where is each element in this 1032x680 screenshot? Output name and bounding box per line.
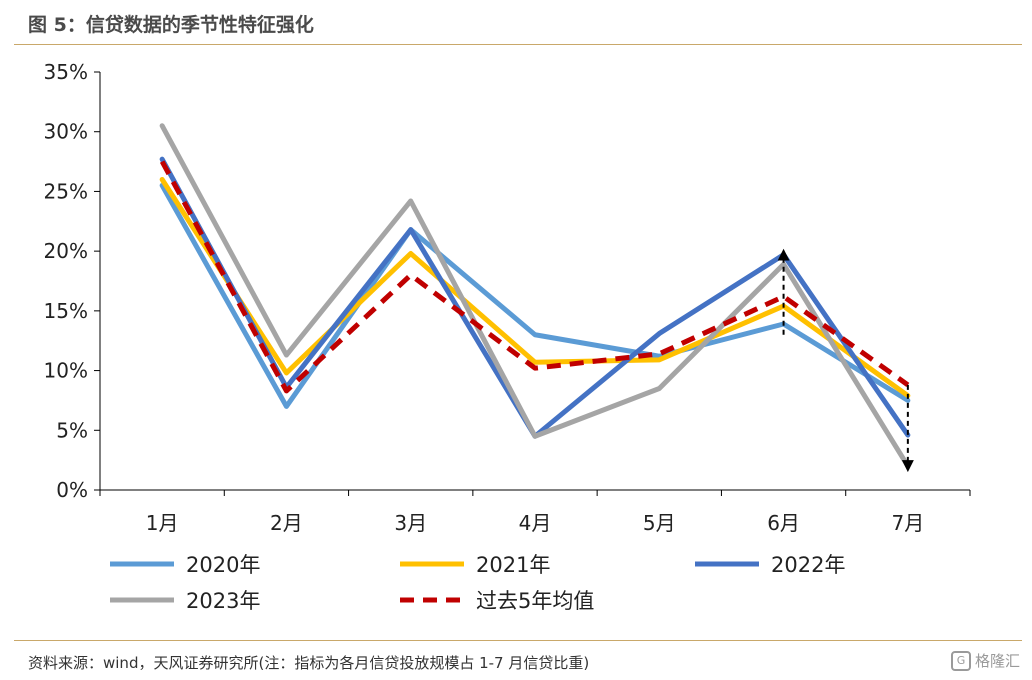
y-tick-label: 20%: [44, 239, 88, 263]
legend-label-5: 过去5年均值: [476, 589, 594, 613]
y-tick-label: 15%: [44, 299, 88, 323]
legend-label-3: 2022年: [771, 553, 845, 577]
source-note: 资料来源：wind，天风证券研究所(注：指标为各月信贷投放规模占 1-7 月信贷…: [28, 654, 590, 672]
legend-label-4: 2023年: [186, 589, 260, 613]
logo-icon: G: [950, 650, 971, 671]
axes: 0% 5% 10% 15% 20% 25% 30% 35% 1月 2月 3月 4月 5月 6月 7月: [44, 60, 971, 535]
y-tick-label: 10%: [44, 359, 88, 383]
x-tick-label: 5月: [643, 511, 676, 535]
y-tick-label: 5%: [56, 418, 88, 442]
annotation-layer: [777, 248, 914, 473]
x-tick-label: 1月: [146, 511, 179, 535]
series-layer: [159, 123, 911, 469]
series-line-4: [159, 123, 911, 469]
y-tick-label: 35%: [44, 60, 88, 84]
legend-label-1: 2020年: [186, 553, 260, 577]
legend-label-2: 2021年: [476, 553, 550, 577]
x-tick-label: 6月: [767, 511, 800, 535]
y-tick-label: 30%: [44, 120, 88, 144]
top-divider: [14, 44, 1022, 45]
line-chart: 0% 5% 10% 15% 20% 25% 30% 35% 1月 2月 3月 4月 5月 6月 7月 202…: [44, 60, 971, 613]
watermark-logo: G 格隆汇: [950, 650, 1020, 671]
series-line-3: [159, 156, 911, 439]
x-tick-label: 3月: [394, 511, 427, 535]
x-tick-label: 7月: [891, 511, 924, 535]
logo-text: 格隆汇: [974, 652, 1020, 670]
x-tick-label: 2月: [270, 511, 303, 535]
series-line-5: [159, 160, 910, 394]
y-tick-label: 0%: [56, 478, 88, 502]
series-line-1: [159, 182, 911, 409]
y-tick-label: 25%: [44, 179, 88, 203]
bottom-divider: [14, 640, 1022, 641]
chart-title: 图 5：信贷数据的季节性特征强化: [28, 14, 314, 36]
legend: 2020年 2021年 2022年 2023年 过去5年均值: [110, 553, 845, 613]
x-tick-label: 4月: [519, 511, 552, 535]
